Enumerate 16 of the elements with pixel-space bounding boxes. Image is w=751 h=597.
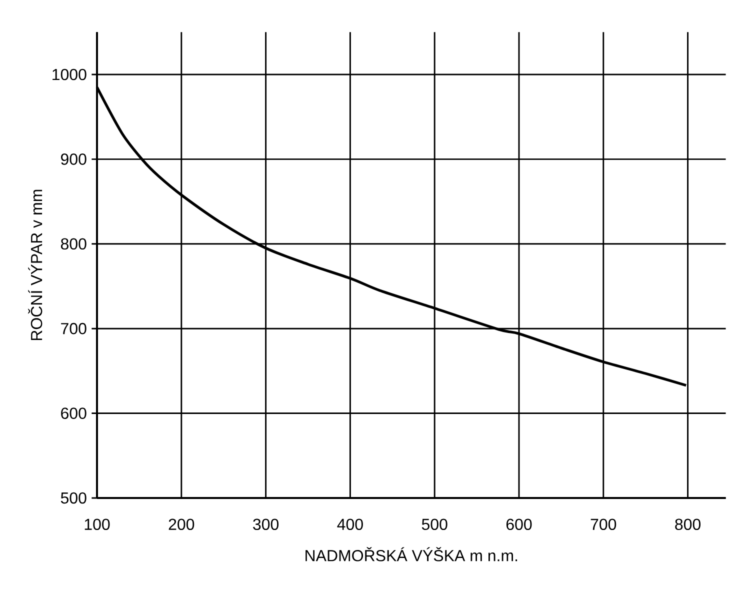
y-tick-label: 500: [60, 492, 86, 504]
y-tick-label: 800: [60, 238, 86, 250]
x-tick-label: 700: [590, 518, 616, 530]
y-tick-label: 900: [61, 154, 86, 165]
y-tick-label: 700: [61, 322, 86, 334]
y-tick-label: 1000: [52, 68, 86, 80]
x-tick-label: 400: [337, 518, 363, 530]
x-tick-label: 500: [422, 518, 448, 530]
x-tick-label: 100: [84, 518, 110, 530]
x-tick-label: 800: [675, 518, 701, 530]
x-tick-label: 200: [168, 518, 194, 530]
y-axis-title: ROČNÍ VÝPAR v mm: [28, 190, 42, 340]
x-tick-label: 600: [506, 518, 532, 530]
y-tick-label: 600: [61, 408, 86, 419]
x-tick-label: 300: [253, 518, 279, 530]
x-axis-title: NADMOŘSKÁ VÝŠKA m n.m.: [306, 547, 518, 562]
